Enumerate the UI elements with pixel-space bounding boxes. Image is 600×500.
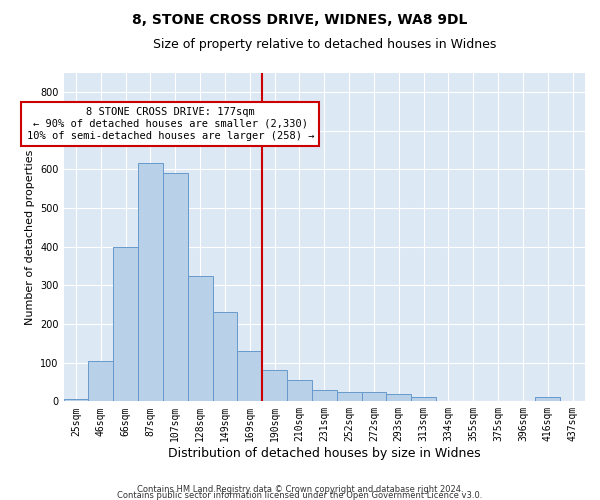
- Bar: [212, 312, 238, 402]
- Bar: [535, 398, 560, 402]
- Bar: [362, 392, 386, 402]
- Text: Contains public sector information licensed under the Open Government Licence v3: Contains public sector information licen…: [118, 490, 482, 500]
- Text: Contains HM Land Registry data © Crown copyright and database right 2024.: Contains HM Land Registry data © Crown c…: [137, 484, 463, 494]
- Bar: [337, 392, 362, 402]
- Bar: [113, 246, 138, 402]
- Bar: [188, 276, 212, 402]
- X-axis label: Distribution of detached houses by size in Widnes: Distribution of detached houses by size …: [168, 447, 481, 460]
- Bar: [262, 370, 287, 402]
- Bar: [312, 390, 337, 402]
- Title: Size of property relative to detached houses in Widnes: Size of property relative to detached ho…: [152, 38, 496, 51]
- Bar: [64, 400, 88, 402]
- Text: 8, STONE CROSS DRIVE, WIDNES, WA8 9DL: 8, STONE CROSS DRIVE, WIDNES, WA8 9DL: [133, 12, 467, 26]
- Text: 8 STONE CROSS DRIVE: 177sqm
← 90% of detached houses are smaller (2,330)
10% of : 8 STONE CROSS DRIVE: 177sqm ← 90% of det…: [26, 108, 314, 140]
- Y-axis label: Number of detached properties: Number of detached properties: [25, 149, 35, 324]
- Bar: [411, 398, 436, 402]
- Bar: [138, 164, 163, 402]
- Bar: [238, 351, 262, 402]
- Bar: [163, 173, 188, 402]
- Bar: [88, 362, 113, 402]
- Bar: [386, 394, 411, 402]
- Bar: [287, 380, 312, 402]
